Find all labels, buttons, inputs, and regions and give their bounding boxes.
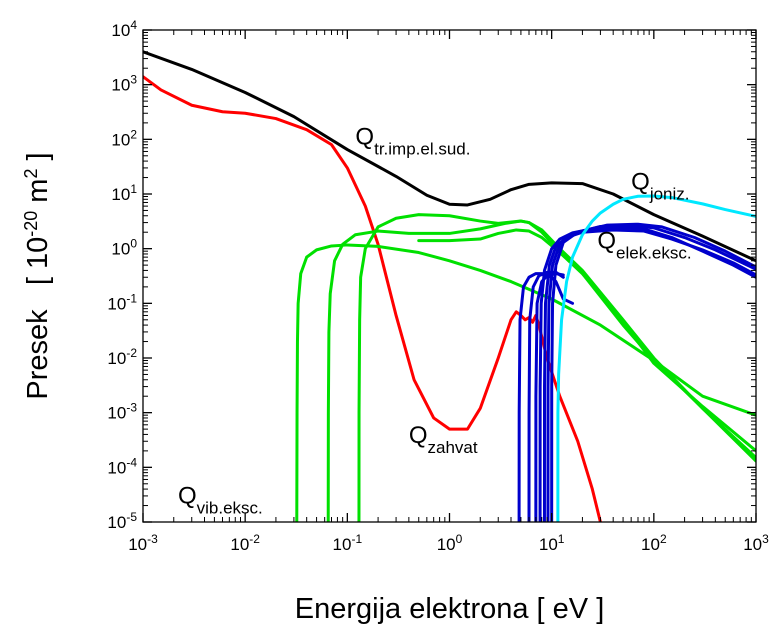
series-line-2: [143, 75, 602, 522]
series-layer: [143, 50, 756, 522]
x-tick-label: 10-1: [333, 532, 363, 554]
curve-label: Qtr.imp.el.sud.: [355, 124, 470, 159]
curve-label: Qzahvat: [409, 422, 478, 457]
y-tick-label: 103: [111, 73, 137, 95]
curve-label: Qvib.eksc.: [178, 482, 263, 517]
y-tick-label: 10-3: [107, 401, 137, 423]
y-tick-label: 102: [111, 127, 137, 149]
y-axis-title: Presek [ 10-20 m2 ]: [21, 152, 54, 399]
curve-label: Qelek.eksc.: [597, 228, 691, 263]
series-line-11: [542, 228, 756, 522]
series-line-13: [550, 222, 756, 522]
y-tick-label: 101: [111, 182, 137, 204]
x-tick-label: 103: [743, 532, 769, 554]
series-line-10: [538, 225, 756, 522]
x-tick-label: 10-3: [128, 532, 158, 554]
series-line-6: [417, 228, 756, 453]
series-line-7: [517, 272, 575, 522]
series-line-3: [295, 243, 756, 522]
y-tick-label: 10-4: [107, 455, 137, 477]
x-tick-label: 101: [539, 532, 565, 554]
series-line-1: [143, 50, 756, 263]
series-line-5: [357, 213, 756, 522]
annotations: Qtr.imp.el.sud. Qjoniz. Qelek.eksc. Qzahvat…: [178, 124, 692, 517]
y-tick-label: 10-5: [107, 510, 137, 532]
x-tick-label: 102: [641, 532, 667, 554]
y-tick-label: 104: [111, 18, 137, 40]
x-tick-label: 10-2: [230, 532, 260, 554]
y-tick-label: 10-2: [107, 346, 137, 368]
x-ticks: 10-3 10-2 10-1 100 101 102 103: [128, 30, 769, 554]
curve-label: Qjoniz.: [631, 169, 689, 204]
x-tick-label: 100: [437, 532, 463, 554]
series-line-14: [556, 194, 756, 522]
y-tick-label: 10-1: [107, 291, 137, 313]
x-axis-title: Energija elektrona [ eV ]: [295, 593, 605, 625]
y-tick-label: 100: [111, 237, 137, 259]
series-line-4: [326, 219, 756, 522]
y-ticks: 10-5 10-4 10-3 10-2 10-1 100 101 102 103 104: [107, 18, 756, 532]
